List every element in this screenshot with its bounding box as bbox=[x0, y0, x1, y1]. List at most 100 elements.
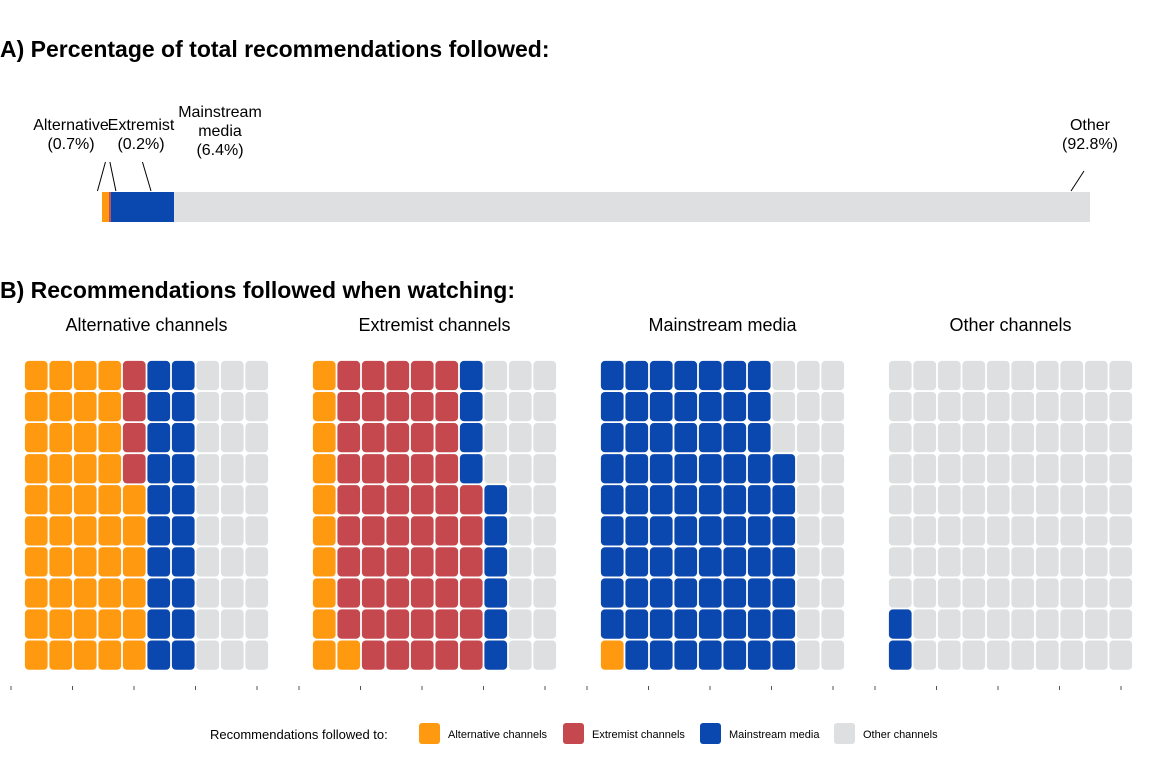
waffle-cell-alternative bbox=[49, 609, 73, 639]
waffle-cell-other bbox=[484, 454, 508, 484]
waffle-cell-other bbox=[1011, 516, 1035, 546]
leader-line-alternative bbox=[96, 161, 106, 192]
waffle-cell-mainstream bbox=[625, 547, 649, 577]
waffle-cell-other bbox=[986, 391, 1010, 422]
waffle-cell-mainstream bbox=[649, 485, 673, 515]
waffle-cell-mainstream bbox=[723, 640, 747, 670]
waffle-cell-alternative bbox=[24, 423, 48, 453]
waffle-cell-other bbox=[220, 485, 244, 515]
waffle-cell-other bbox=[913, 360, 937, 391]
waffle-cell-extremist bbox=[410, 609, 434, 639]
waffle-cell-mainstream bbox=[649, 454, 673, 484]
waffle-cell-alternative bbox=[98, 640, 122, 670]
bar-labels: Alternative (0.7%) Extremist (0.2%) Mainstre… bbox=[33, 104, 1118, 192]
waffle-cell-mainstream bbox=[484, 516, 508, 546]
waffle-cell-other bbox=[1109, 609, 1133, 639]
waffle-cell-alternative bbox=[73, 578, 97, 608]
waffle-cell-extremist bbox=[361, 640, 385, 670]
waffle-cell-mainstream bbox=[698, 485, 722, 515]
waffle-cell-mainstream bbox=[723, 578, 747, 608]
waffle-cell-mainstream bbox=[625, 516, 649, 546]
waffle-cell-mainstream bbox=[171, 454, 195, 484]
waffle-cell-other bbox=[196, 609, 220, 639]
waffle-cell-other bbox=[220, 391, 244, 422]
waffle-cell-other bbox=[1060, 391, 1084, 422]
waffle-cell-other bbox=[220, 640, 244, 670]
waffle-cell-mainstream bbox=[459, 391, 483, 422]
waffle-cell-extremist bbox=[435, 423, 459, 453]
waffle-cell-other bbox=[821, 609, 845, 639]
waffle-cell-mainstream bbox=[698, 423, 722, 453]
waffle-cell-extremist bbox=[410, 547, 434, 577]
waffle-cell-other bbox=[913, 423, 937, 453]
waffle-cell-mainstream bbox=[171, 516, 195, 546]
waffle-cell-mainstream bbox=[674, 516, 698, 546]
waffle-cell-alternative bbox=[49, 423, 73, 453]
waffle-cell-extremist bbox=[435, 360, 459, 391]
waffle-cell-other bbox=[1035, 609, 1059, 639]
waffle-cell-extremist bbox=[337, 516, 361, 546]
waffle-cell-mainstream bbox=[723, 485, 747, 515]
waffle-cell-other bbox=[484, 360, 508, 391]
waffle-cell-extremist bbox=[459, 578, 483, 608]
waffle-cell-other bbox=[962, 391, 986, 422]
waffle-cell-other bbox=[1084, 516, 1108, 546]
waffle-cell-mainstream bbox=[747, 640, 771, 670]
waffle-cell-alternative bbox=[24, 640, 48, 670]
waffle-cell-other bbox=[484, 423, 508, 453]
bar-segment-extremist bbox=[108, 192, 111, 222]
facet-title: Mainstream media bbox=[648, 315, 797, 335]
waffle-cell-other bbox=[937, 640, 961, 670]
waffle-cell-mainstream bbox=[147, 454, 171, 484]
bar-label-other-line-1: (92.8%) bbox=[1062, 136, 1118, 153]
facet-title: Other channels bbox=[949, 315, 1071, 335]
waffle-cell-alternative bbox=[49, 360, 73, 391]
waffle-cell-extremist bbox=[435, 516, 459, 546]
waffle-cell-mainstream bbox=[698, 578, 722, 608]
leader-line-other bbox=[1070, 170, 1085, 192]
waffle-cell-other bbox=[196, 454, 220, 484]
waffle-cell-alternative bbox=[98, 360, 122, 391]
waffle-cell-mainstream bbox=[171, 423, 195, 453]
waffle-cell-mainstream bbox=[600, 360, 624, 391]
waffle-cell-other bbox=[245, 578, 269, 608]
waffle-cell-extremist bbox=[361, 578, 385, 608]
waffle-cell-other bbox=[196, 547, 220, 577]
waffle-cell-alternative bbox=[24, 360, 48, 391]
waffle-cell-other bbox=[796, 640, 820, 670]
waffle-cell-other bbox=[508, 423, 532, 453]
waffle-cell-mainstream bbox=[888, 609, 912, 639]
waffle-cell-extremist bbox=[361, 391, 385, 422]
waffle-cell-mainstream bbox=[171, 547, 195, 577]
waffle-cell-other bbox=[1109, 391, 1133, 422]
bar-label-other-line-0: Other bbox=[1070, 117, 1111, 134]
waffle-cell-other bbox=[962, 578, 986, 608]
waffle-cell-mainstream bbox=[747, 360, 771, 391]
waffle-cell-other bbox=[913, 516, 937, 546]
waffle-cell-extremist bbox=[459, 516, 483, 546]
waffle-cell-extremist bbox=[361, 516, 385, 546]
waffle-cell-extremist bbox=[337, 391, 361, 422]
waffle-cell-alternative bbox=[49, 516, 73, 546]
waffle-cell-other bbox=[796, 547, 820, 577]
waffle-cell-mainstream bbox=[625, 485, 649, 515]
waffle-cell-mainstream bbox=[698, 391, 722, 422]
stacked-bar bbox=[102, 192, 1090, 222]
waffle-cell-mainstream bbox=[147, 423, 171, 453]
waffle-cell-other bbox=[1011, 547, 1035, 577]
waffle-cell-mainstream bbox=[674, 547, 698, 577]
waffle-cell-other bbox=[937, 609, 961, 639]
waffle-cell-mainstream bbox=[147, 547, 171, 577]
waffle-cell-alternative bbox=[73, 485, 97, 515]
waffle-cell-alternative bbox=[49, 454, 73, 484]
waffle-cell-other bbox=[1109, 516, 1133, 546]
facet-title: Alternative channels bbox=[65, 315, 227, 335]
waffle-cell-extremist bbox=[122, 360, 146, 391]
waffle-cell-other bbox=[245, 485, 269, 515]
waffle-cell-other bbox=[913, 485, 937, 515]
waffle-cell-other bbox=[1084, 547, 1108, 577]
waffle-cell-other bbox=[986, 485, 1010, 515]
waffle-cell-other bbox=[508, 454, 532, 484]
waffle-cell-alternative bbox=[98, 454, 122, 484]
waffle-cell-other bbox=[796, 454, 820, 484]
